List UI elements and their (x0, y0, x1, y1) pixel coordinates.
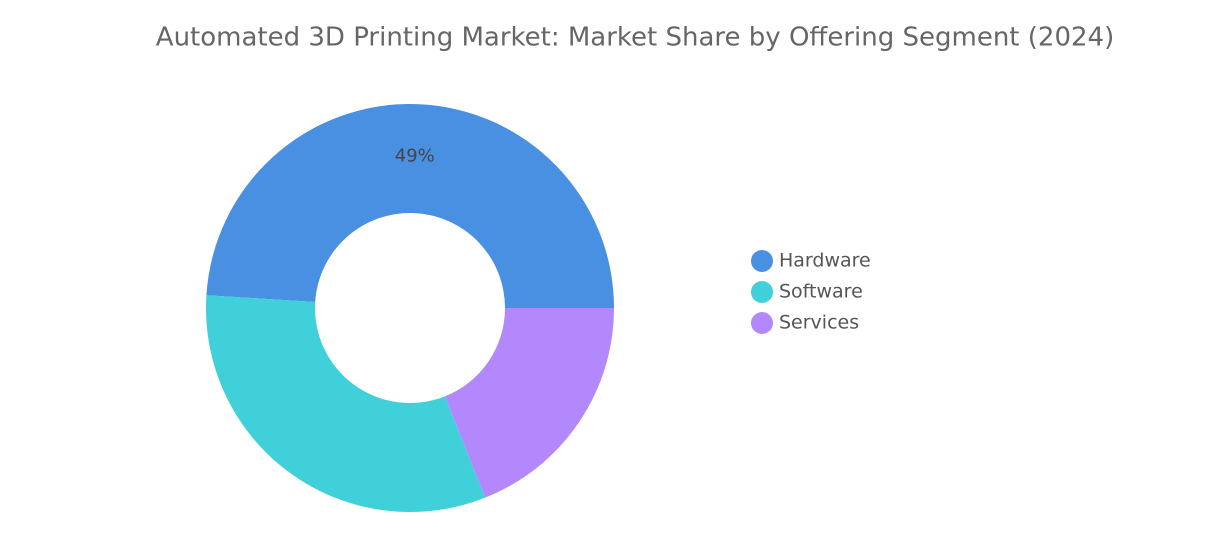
legend-marker (751, 250, 773, 272)
donut-slice (444, 308, 614, 498)
donut-slice (206, 103, 615, 308)
data-label: 49% (395, 146, 435, 167)
legend-marker (751, 281, 773, 303)
legend-label: Hardware (779, 250, 871, 272)
donut-slice (205, 295, 486, 513)
chart-title: Automated 3D Printing Market: Market Sha… (156, 23, 1114, 53)
legend-label: Services (779, 312, 859, 334)
legend-label: Software (779, 281, 863, 303)
legend-marker (751, 312, 773, 334)
